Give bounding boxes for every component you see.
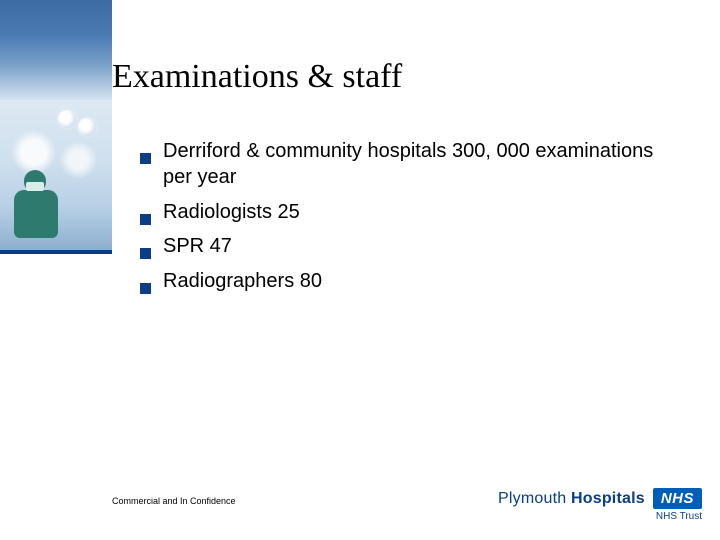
surgical-lights-icon	[56, 108, 106, 142]
bullet-text: Derriford & community hospitals 300, 000…	[163, 138, 680, 191]
org-name-light: Plymouth	[498, 490, 571, 507]
bullet-list: Derriford & community hospitals 300, 000…	[140, 138, 680, 302]
bullet-text: Radiographers 80	[163, 268, 680, 294]
slide: Examinations & staff Derriford & communi…	[0, 0, 720, 540]
bullet-text: SPR 47	[163, 233, 680, 259]
left-photo-placeholder	[0, 100, 112, 250]
org-name: Plymouth Hospitals	[498, 490, 645, 508]
bullet-item: Radiographers 80	[140, 268, 680, 294]
square-bullet-icon	[140, 240, 151, 251]
org-subline: NHS Trust	[498, 511, 702, 522]
surgeon-icon	[6, 170, 66, 240]
left-decorative-strip	[0, 0, 112, 540]
org-logo-row: Plymouth Hospitals NHS	[498, 488, 702, 509]
left-divider-rule	[0, 250, 112, 254]
square-bullet-icon	[140, 145, 151, 156]
bullet-item: Derriford & community hospitals 300, 000…	[140, 138, 680, 191]
nhs-lozenge-icon: NHS	[653, 488, 702, 509]
org-logo: Plymouth Hospitals NHS NHS Trust	[498, 488, 702, 522]
bullet-item: Radiologists 25	[140, 199, 680, 225]
footer-confidentiality-note: Commercial and In Confidence	[112, 496, 236, 506]
slide-title: Examinations & staff	[112, 58, 402, 96]
org-name-bold: Hospitals	[571, 490, 645, 507]
bullet-item: SPR 47	[140, 233, 680, 259]
bullet-text: Radiologists 25	[163, 199, 680, 225]
square-bullet-icon	[140, 206, 151, 217]
square-bullet-icon	[140, 275, 151, 286]
left-gradient-block	[0, 0, 112, 100]
